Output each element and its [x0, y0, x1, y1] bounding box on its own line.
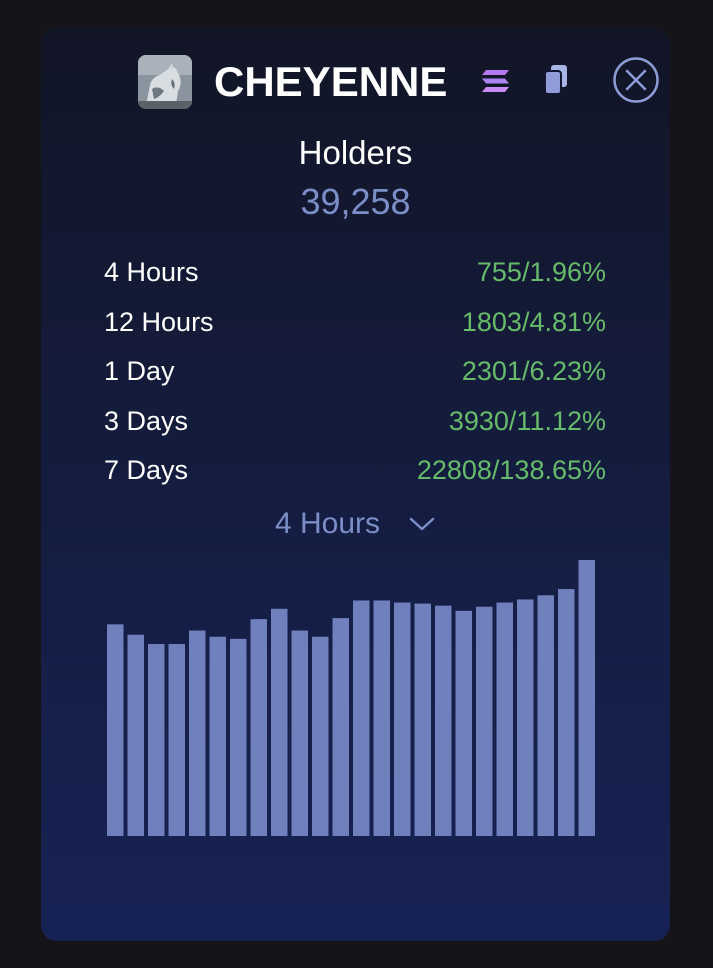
holders-bar-chart	[107, 560, 595, 836]
stat-row-12-hours: 12 Hours 1803/4.81%	[104, 298, 606, 348]
stat-label: 1 Day	[104, 356, 175, 387]
chart-bar	[230, 638, 247, 836]
stat-row-1-day: 1 Day 2301/6.23%	[104, 347, 606, 397]
chart-bar	[455, 610, 472, 836]
stat-value: 1803/4.81%	[461, 306, 606, 337]
chart-bar	[517, 599, 534, 836]
chart-bar	[394, 602, 411, 836]
period-dropdown[interactable]: 4 Hours	[41, 502, 670, 546]
card-header: CHEYENNE	[41, 52, 670, 112]
stat-value: 755/1.96%	[476, 257, 606, 288]
chart-bar	[209, 636, 226, 836]
period-dropdown-label: 4 Hours	[274, 507, 381, 540]
stat-value: 2301/6.23%	[461, 356, 606, 387]
chart-bar	[107, 624, 124, 836]
holders-count: 39,258	[300, 181, 411, 222]
holders-card: CHEYENNE Holders 39,258 4 Hours 755/1.	[41, 28, 670, 941]
chart-bar	[414, 603, 431, 836]
chart-bar	[435, 605, 452, 836]
chart-bar	[578, 560, 595, 836]
chart-bar	[353, 600, 370, 836]
stat-row-4-hours: 4 Hours 755/1.96%	[104, 248, 606, 298]
chart-bar	[271, 608, 288, 836]
chevron-down-icon	[409, 517, 435, 531]
chart-bar	[558, 589, 575, 836]
chart-bar	[373, 600, 390, 836]
chart-bar	[148, 644, 165, 836]
chart-bar	[189, 630, 206, 836]
chart-bar	[312, 636, 329, 836]
stat-label: 4 Hours	[104, 257, 199, 288]
stat-row-3-days: 3 Days 3930/11.12%	[104, 397, 606, 447]
copy-icon[interactable]	[543, 64, 569, 96]
chart-bar	[476, 606, 493, 836]
stat-label: 7 Days	[104, 455, 189, 486]
stat-value: 3930/11.12%	[448, 405, 606, 436]
solana-icon	[482, 70, 509, 92]
stat-row-7-days: 7 Days 22808/138.65%	[104, 446, 606, 496]
horse-avatar-icon	[138, 55, 192, 109]
stat-value: 22808/138.65%	[416, 455, 606, 486]
holders-title: Holders	[298, 134, 413, 171]
chart-bar	[291, 630, 308, 836]
chart-bar	[250, 619, 267, 836]
chart-bar	[168, 644, 185, 836]
chart-bar	[332, 618, 349, 836]
stat-label: 3 Days	[104, 405, 189, 436]
close-circle-icon[interactable]	[612, 56, 660, 104]
holders-stats: 4 Hours 755/1.96% 12 Hours 1803/4.81% 1 …	[104, 248, 606, 496]
chart-bar	[496, 602, 513, 836]
token-name: CHEYENNE	[214, 58, 448, 105]
chart-bar	[537, 595, 554, 836]
stat-label: 12 Hours	[104, 306, 214, 337]
chart-bar	[127, 634, 144, 836]
